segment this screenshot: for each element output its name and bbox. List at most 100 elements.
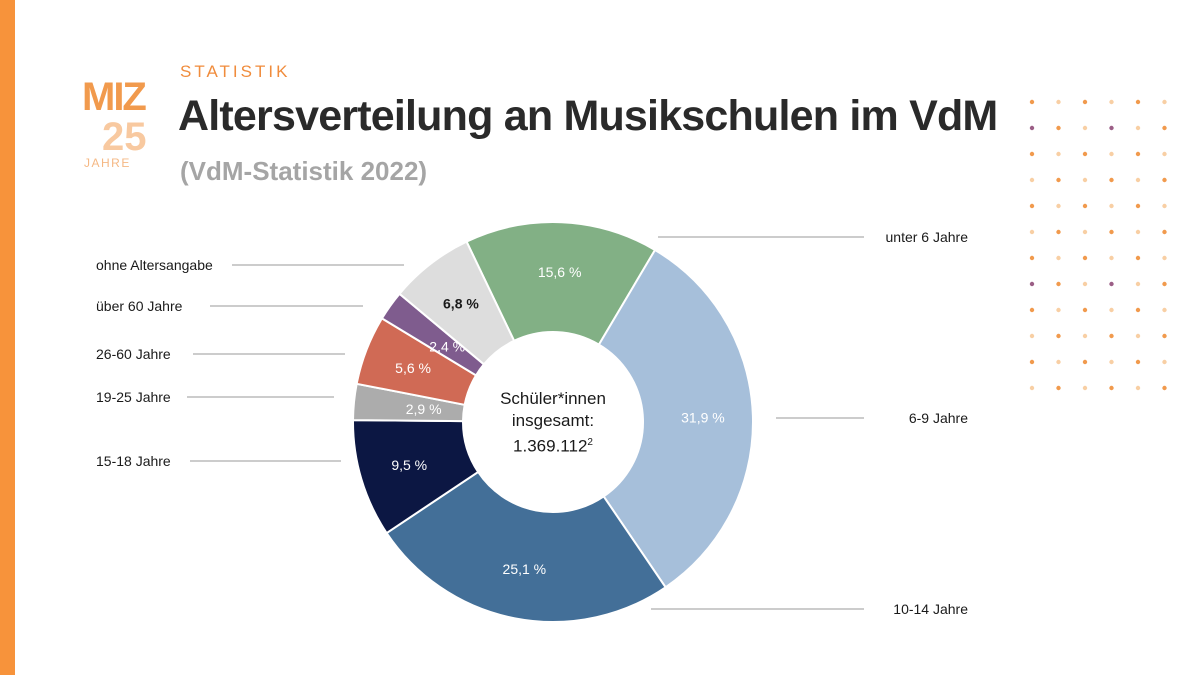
- decor-dot: [1056, 333, 1061, 339]
- decor-dot: [1029, 203, 1035, 209]
- decor-dot: [1162, 177, 1167, 183]
- decor-dot: [1135, 333, 1141, 339]
- decor-dot: [1082, 203, 1088, 209]
- slice-category-label: unter 6 Jahre: [886, 229, 969, 245]
- decor-dot: [1082, 307, 1088, 313]
- slice-value-label: 6,8 %: [443, 296, 479, 312]
- decor-dot: [1109, 255, 1114, 261]
- center-line-1: Schüler*innen: [500, 389, 606, 408]
- decor-dot: [1029, 255, 1035, 261]
- decor-dot: [1109, 125, 1114, 131]
- slice-category-label: 10-14 Jahre: [893, 601, 968, 617]
- slice-value-label: 31,9 %: [681, 409, 725, 425]
- decor-dot: [1135, 99, 1141, 105]
- decor-dot: [1082, 151, 1088, 157]
- slice-value-label: 9,5 %: [391, 457, 427, 473]
- decor-dot: [1056, 203, 1061, 209]
- decor-dot: [1109, 333, 1114, 339]
- slice-category-label: ohne Altersangabe: [96, 257, 213, 273]
- accent-side-bar: [0, 0, 15, 675]
- decor-dot: [1135, 307, 1141, 313]
- decorative-dot-grid: [1029, 99, 1167, 391]
- decor-dot: [1082, 255, 1088, 261]
- decor-dot: [1162, 99, 1167, 105]
- donut-slice: [465, 221, 657, 346]
- decor-dot: [1056, 177, 1061, 183]
- decor-dot: [1109, 359, 1114, 365]
- decor-dot: [1029, 99, 1035, 105]
- decor-dot: [1135, 385, 1141, 391]
- decor-dot: [1162, 203, 1167, 209]
- center-footnote: 2: [587, 437, 593, 448]
- center-value-line: 1.369.1122: [473, 432, 633, 458]
- decor-dot: [1162, 359, 1167, 365]
- decor-dot: [1162, 333, 1167, 339]
- logo-sub: JAHRE: [84, 156, 131, 170]
- decor-dot: [1082, 177, 1088, 183]
- decor-dot: [1135, 359, 1141, 365]
- decor-dot: [1109, 151, 1114, 157]
- slice-category-label: 19-25 Jahre: [96, 389, 171, 405]
- page-subtitle: (VdM-Statistik 2022): [180, 156, 428, 186]
- decor-dot: [1029, 359, 1035, 365]
- decor-dot: [1056, 151, 1061, 157]
- decor-dot: [1029, 151, 1035, 157]
- decor-dot: [1162, 125, 1167, 131]
- donut-slice: [385, 470, 667, 623]
- decor-dot: [1135, 281, 1141, 287]
- decor-dot: [1109, 203, 1114, 209]
- decor-dot: [1056, 385, 1061, 391]
- kicker-label: STATISTIK: [180, 62, 291, 81]
- decor-dot: [1029, 125, 1035, 131]
- decor-dot: [1082, 385, 1088, 391]
- donut-slice: [398, 240, 516, 366]
- decor-dot: [1135, 151, 1141, 157]
- decor-dot: [1056, 281, 1061, 287]
- decor-dot: [1056, 229, 1061, 235]
- slice-category-label: 15-18 Jahre: [96, 453, 171, 469]
- logo-text: MIZ: [82, 75, 146, 119]
- decor-dot: [1162, 307, 1167, 313]
- decor-dot: [1056, 99, 1061, 105]
- decor-dot: [1029, 333, 1035, 339]
- decor-dot: [1029, 177, 1035, 183]
- decor-dot: [1082, 333, 1088, 339]
- decor-dot: [1029, 281, 1035, 287]
- decor-dot: [1082, 359, 1088, 365]
- decor-dot: [1162, 255, 1167, 261]
- decor-dot: [1162, 151, 1167, 157]
- slice-category-label: 26-60 Jahre: [96, 346, 171, 362]
- slice-value-label: 2,4 %: [429, 338, 465, 354]
- decor-dot: [1109, 307, 1114, 313]
- decor-dot: [1109, 177, 1114, 183]
- slice-value-label: 25,1 %: [503, 561, 547, 577]
- donut-slice: [597, 248, 754, 589]
- decor-dot: [1135, 229, 1141, 235]
- decor-dot: [1082, 99, 1088, 105]
- decor-dot: [1162, 385, 1167, 391]
- decor-dot: [1135, 203, 1141, 209]
- slice-value-label: 15,6 %: [538, 264, 582, 280]
- slice-category-label: 6-9 Jahre: [909, 410, 968, 426]
- decor-dot: [1029, 385, 1035, 391]
- decor-dot: [1056, 255, 1061, 261]
- decor-dot: [1109, 281, 1114, 287]
- decor-dot: [1135, 177, 1141, 183]
- decor-dot: [1056, 307, 1061, 313]
- logo-number: 25: [102, 115, 147, 159]
- decor-dot: [1109, 229, 1114, 235]
- donut-center-total: Schüler*innen insgesamt: 1.369.1122: [473, 388, 633, 458]
- decor-dot: [1056, 125, 1061, 131]
- decor-dot: [1056, 359, 1061, 365]
- center-value: 1.369.112: [513, 436, 588, 456]
- page-title: Altersverteilung an Musikschulen im VdM: [178, 92, 998, 140]
- slice-category-label: über 60 Jahre: [96, 298, 183, 314]
- slice-value-label: 2,9 %: [406, 401, 442, 417]
- decor-dot: [1109, 385, 1114, 391]
- decor-dot: [1109, 99, 1114, 105]
- decor-dot: [1082, 229, 1088, 235]
- decor-dot: [1029, 307, 1035, 313]
- decor-dot: [1082, 125, 1088, 131]
